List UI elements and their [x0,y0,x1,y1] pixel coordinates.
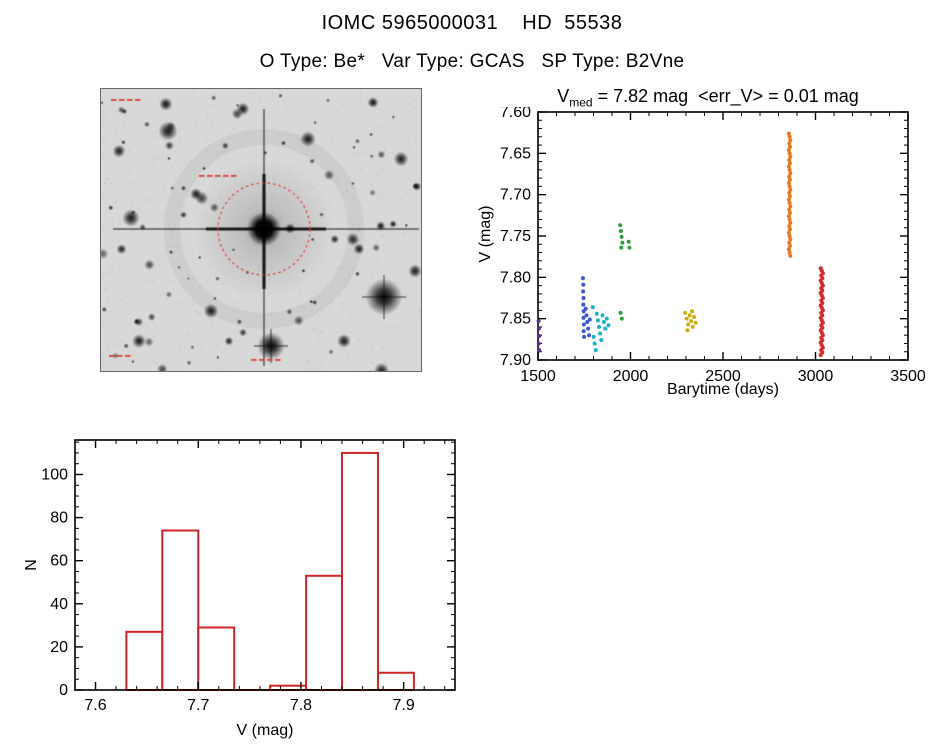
svg-text:2000: 2000 [613,368,649,385]
finder-chart-image [100,88,422,372]
page-title: IOMC 5965000031 HD 55538 [321,12,623,34]
svg-text:7.7: 7.7 [187,697,209,714]
svg-text:7.75: 7.75 [500,228,531,245]
svg-text:100: 100 [41,466,68,483]
histogram-plot: 7.6 7.7 7.8 7.9 0 20 40 60 80 100 [41,439,456,714]
svg-text:7.90: 7.90 [500,352,531,369]
svg-text:7.6: 7.6 [84,697,106,714]
lightcurve-title-subscript: med [569,95,593,110]
svg-text:7.8: 7.8 [290,697,312,714]
lightcurve-title: Vmed = 7.82 mag <err_V> = 0.01 mag [508,86,908,110]
lightcurve-title-rest: = 7.82 mag <err_V> = 0.01 mag [592,86,859,106]
lightcurve-title-base: V [557,86,570,106]
lightcurve-x-axis-label: Barytime (days) [666,381,780,398]
svg-text:7.85: 7.85 [500,311,531,328]
page-subtitle: O Type: Be* Var Type: GCAS SP Type: B2Vn… [259,51,685,72]
svg-text:60: 60 [50,553,68,570]
svg-text:3000: 3000 [798,368,834,385]
svg-text:20: 20 [50,639,68,656]
lightcurve-plot: 1500 2000 2500 3000 3500 7.60 7.65 7.70 7.75 7.80… [500,107,926,385]
svg-text:7.9: 7.9 [393,697,415,714]
svg-text:40: 40 [50,596,68,613]
svg-text:2500: 2500 [705,368,741,385]
svg-text:0: 0 [59,682,68,699]
svg-text:7.60: 7.60 [500,107,531,121]
svg-text:7.65: 7.65 [500,145,531,162]
svg-text:3500: 3500 [890,368,926,385]
svg-text:7.80: 7.80 [500,269,531,286]
svg-text:1500: 1500 [520,368,556,385]
svg-text:7.70: 7.70 [500,187,531,204]
svg-text:80: 80 [50,510,68,527]
histogram-x-axis-label: V (mag) [236,722,294,739]
